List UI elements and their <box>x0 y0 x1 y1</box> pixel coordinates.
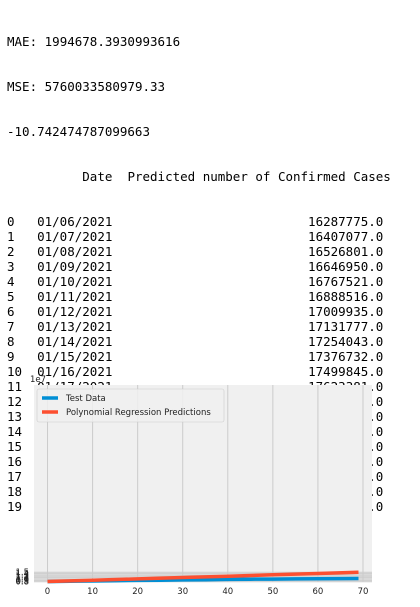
row-index: 5 <box>7 289 15 304</box>
legend-box <box>36 388 225 423</box>
x-tick-label: 10 <box>87 587 98 597</box>
row-value: 16287775.0 <box>308 214 384 229</box>
row-index: 18 <box>7 484 23 499</box>
column-header-predicted: Predicted number of Confirmed Cases <box>127 169 391 184</box>
row-date: 01/13/2021 <box>37 319 113 334</box>
row-index: 12 <box>7 394 23 409</box>
row-value: 16526801.0 <box>308 244 384 259</box>
row-index: 7 <box>7 319 15 334</box>
y-tick-label: 1.5 <box>15 568 29 578</box>
x-tick-label: 50 <box>267 587 278 597</box>
row-index: 2 <box>7 244 15 259</box>
series-line-1 <box>47 570 359 584</box>
table-row: 3 01/09/2021 16646950.0 <box>7 259 391 274</box>
x-tick-label: 20 <box>132 587 143 597</box>
row-index: 1 <box>7 229 15 244</box>
row-date: 01/14/2021 <box>37 334 113 349</box>
y-tick-label: 1.2 <box>15 572 29 582</box>
y-tick-label: 1.1 <box>15 574 29 584</box>
mae-value: 1994678.3930993616 <box>44 34 181 49</box>
y-tick-label: 1.4 <box>15 570 29 580</box>
row-index: 4 <box>7 274 15 289</box>
row-value: 17254043.0 <box>308 334 384 349</box>
row-index: 6 <box>7 304 15 319</box>
table-body: 0 01/06/2021 16287775.0 1 01/07/2021 1640… <box>7 214 391 514</box>
cell-output: MAE: 1994678.3930993616 MSE: 57600335809… <box>7 4 391 514</box>
y-tick-label: 1.0 <box>15 575 29 585</box>
y-tick-label: 1.3 <box>15 571 29 581</box>
mse-line: MSE: 5760033580979.33 <box>7 79 391 94</box>
table-row: 2 01/08/2021 16526801.0 <box>7 244 391 259</box>
table-row: 9 01/15/2021 17376732.0 <box>7 349 391 364</box>
legend-label: Polynomial Regression Predictions <box>66 408 211 418</box>
row-value: 17499845.0 <box>308 364 384 379</box>
legend-label: Test Data <box>65 394 106 404</box>
table-row: 5 01/11/2021 16888516.0 <box>7 289 391 304</box>
row-date: 01/06/2021 <box>37 214 113 229</box>
x-tick-label: 70 <box>358 587 369 597</box>
row-date: 01/09/2021 <box>37 259 113 274</box>
row-index: 10 <box>7 364 23 379</box>
row-date: 01/16/2021 <box>37 364 113 379</box>
row-value: 17009935.0 <box>308 304 384 319</box>
x-tick-label: 0 <box>45 587 50 597</box>
y-axis-offset-label: 1e7 <box>30 375 46 385</box>
row-value: 17376732.0 <box>308 349 384 364</box>
row-index: 17 <box>7 469 23 484</box>
row-date: 01/08/2021 <box>37 244 113 259</box>
table-header: Date Predicted number of Confirmed Cases <box>7 169 391 184</box>
row-date: 01/11/2021 <box>37 289 113 304</box>
mae-line: MAE: 1994678.3930993616 <box>7 34 391 49</box>
table-row: 1 01/07/2021 16407077.0 <box>7 229 391 244</box>
row-value: 16407077.0 <box>308 229 384 244</box>
x-tick-label: 30 <box>177 587 188 597</box>
x-tick-label: 40 <box>222 587 233 597</box>
y-tick-label: 0.8 <box>15 578 29 588</box>
column-header-date: Date <box>82 169 113 184</box>
mse-label: MSE: <box>7 79 38 94</box>
row-index: 15 <box>7 439 23 454</box>
row-index: 8 <box>7 334 15 349</box>
row-index: 16 <box>7 454 23 469</box>
table-row: 4 01/10/2021 16767521.0 <box>7 274 391 289</box>
row-date: 01/07/2021 <box>37 229 113 244</box>
x-tick-label: 60 <box>313 587 324 597</box>
row-date: 01/10/2021 <box>37 274 113 289</box>
table-row: 6 01/12/2021 17009935.0 <box>7 304 391 319</box>
table-row: 0 01/06/2021 16287775.0 <box>7 214 391 229</box>
row-index: 0 <box>7 214 15 229</box>
row-value: 16646950.0 <box>308 259 384 274</box>
y-tick-label: 0.9 <box>15 576 29 586</box>
prediction-chart: 0.80.91.01.11.21.31.41.5 0 10 20 30 40 50 60 70 1… <box>15 375 372 597</box>
mae-label: MAE: <box>7 34 38 49</box>
row-index: 11 <box>7 379 23 394</box>
row-value: 16888516.0 <box>308 289 384 304</box>
row-index: 9 <box>7 349 15 364</box>
row-index: 14 <box>7 424 23 439</box>
mse-value: 5760033580979.33 <box>44 79 166 94</box>
table-row: 8 01/14/2021 17254043.0 <box>7 334 391 349</box>
row-value: 16767521.0 <box>308 274 384 289</box>
row-index: 13 <box>7 409 23 424</box>
row-date: 01/15/2021 <box>37 349 113 364</box>
row-index: 3 <box>7 259 15 274</box>
row-date: 01/12/2021 <box>37 304 113 319</box>
row-value: 17131777.0 <box>308 319 384 334</box>
row-index: 19 <box>7 499 23 514</box>
table-row: 10 01/16/2021 17499845.0 <box>7 364 391 379</box>
table-row: 7 01/13/2021 17131777.0 <box>7 319 391 334</box>
r2-line: -10.742474787099663 <box>7 124 150 139</box>
